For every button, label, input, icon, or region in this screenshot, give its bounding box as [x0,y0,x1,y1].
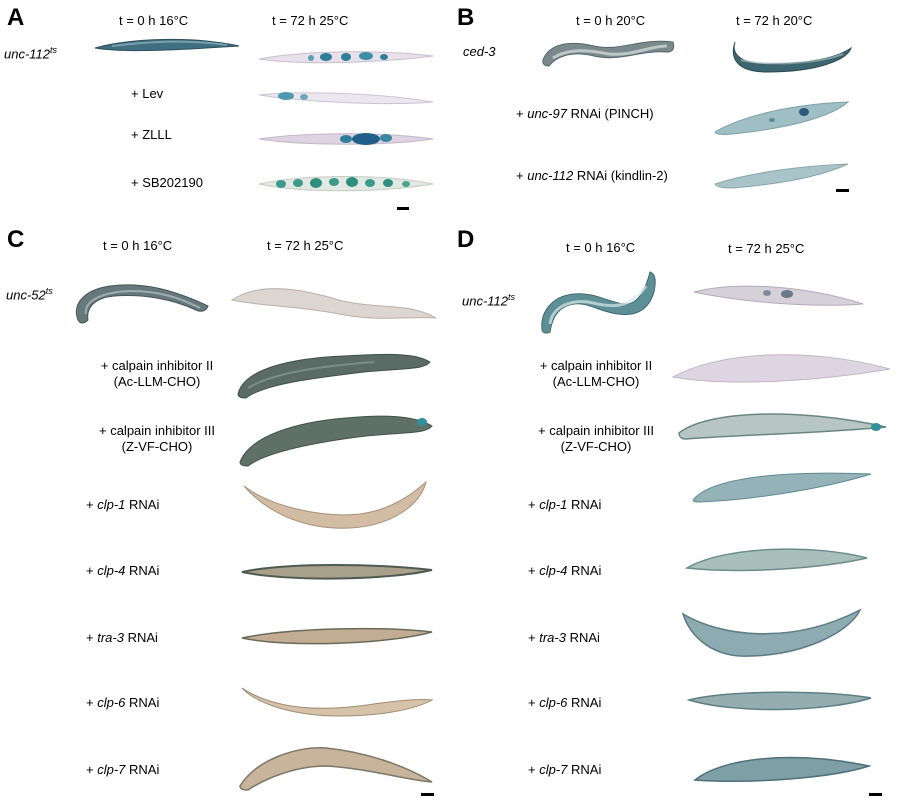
worm-image [241,564,433,580]
panel-d-row-label: + clp-7 RNAi [528,762,602,777]
worm-image [686,691,872,711]
panel-c-col-left-heading: t = 0 h 16°C [103,238,173,253]
panel-b-row-label: + unc-112 RNAi (kindlin-2) [516,168,668,183]
panel-a-row-label: + SB202190 [131,175,203,190]
panel-c-row-label: + clp-6 RNAi [86,695,160,710]
panel-a-strain-label: unc-112ts [4,45,58,62]
panel-b-row-label: + unc-97 RNAi (PINCH) [516,106,654,121]
scale-bar [869,793,882,796]
scale-bar [836,189,849,192]
panel-c-row-label: + calpain inhibitor II (Ac-LLM-CHO) [100,358,214,389]
worm-image [239,415,433,467]
panel-d-letter: D [457,226,475,253]
panel-d-row-label: + calpain inhibitor II (Ac-LLM-CHO) [539,358,653,389]
panel-a-col-right-heading: t = 72 h 25°C [272,13,349,28]
panel-b-letter: B [457,4,475,31]
panel-d-strain-label: unc-112ts [462,292,516,309]
panel-d-row-label: + clp-1 RNAi [528,497,602,512]
panel-d-row-label: + tra-3 RNAi [528,630,600,645]
worm-image [678,413,887,440]
worm-image [714,163,849,189]
panel-a-col-left-heading: t = 0 h 16°C [119,13,189,28]
worm-image [541,271,656,334]
panel-c-col-right-heading: t = 72 h 25°C [267,238,344,253]
panel-a-letter: A [7,4,25,31]
worm-image [237,353,431,399]
worm-image [684,548,868,572]
worm-image [671,354,891,383]
worm-image [681,608,862,657]
worm-image [241,627,433,645]
worm-image [692,472,872,503]
panel-d-row-label: + calpain inhibitor III (Z-VF-CHO) [538,423,654,454]
panel-b-col-right-heading: t = 72 h 20°C [736,13,813,28]
worm-image [230,288,437,319]
panel-a-row-label: + Lev [131,86,164,101]
worm-image [243,480,427,529]
panel-c-row-label: + clp-1 RNAi [86,497,160,512]
worm-image [258,92,434,105]
worm-image [94,38,240,52]
panel-c-letter: C [7,226,25,253]
worm-image [714,101,850,135]
panel-c-strain-label: unc-52ts [6,286,53,303]
panel-d-col-left-heading: t = 0 h 16°C [566,240,636,255]
panel-c-row-label: + tra-3 RNAi [86,630,158,645]
worm-image [258,51,434,64]
scale-bar [397,207,409,210]
panel-a-row-label: + ZLLL [131,127,172,142]
worm-image [693,756,872,782]
scale-bar [421,793,434,796]
worm-image [241,687,434,717]
panel-b-col-left-heading: t = 0 h 20°C [576,13,646,28]
panel-d-row-label: + clp-6 RNAi [528,695,602,710]
worm-image [76,284,209,324]
panel-b-strain-label: ced-3 [463,44,496,59]
panel-d-row-label: + clp-4 RNAi [528,563,602,578]
worm-image [239,747,433,791]
panel-c-row-label: + clp-4 RNAi [86,563,160,578]
worm-image [693,285,864,306]
worm-image [733,41,852,73]
panel-c-row-label: + clp-7 RNAi [86,762,160,777]
panel-d-col-right-heading: t = 72 h 25°C [728,241,805,256]
panel-c-row-label: + calpain inhibitor III (Z-VF-CHO) [99,423,215,454]
worm-image [542,40,675,67]
worm-image [258,176,434,192]
worm-image [258,133,434,145]
